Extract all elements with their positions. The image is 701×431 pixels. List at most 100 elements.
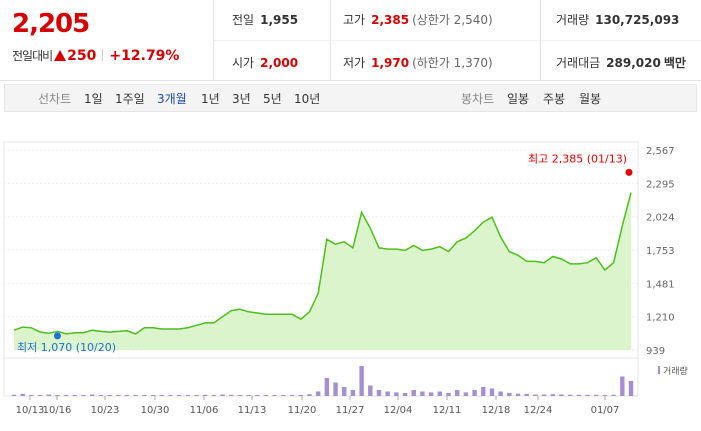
volume-bar [602,395,608,396]
volume-bar [63,395,69,396]
volume-bar [298,395,303,396]
x-tick-label: 12/04 [384,405,413,416]
volume-bar [211,395,217,396]
volume-bar [628,381,634,396]
volume-bar [255,395,260,396]
tab-1week[interactable]: 1주일 [115,92,145,106]
volume-bar [133,395,138,396]
volume-bar [229,394,234,396]
volume-bar [289,395,295,396]
stat-volume: 거래량 130,725,093 [556,11,679,28]
y-tick-label: 2,567 [646,146,675,157]
volume-bar [55,395,60,396]
volume-bar [576,394,582,396]
volume-bar [98,395,104,396]
volume-bar [515,393,521,396]
volume-bar [402,393,408,396]
y-tick-label: 939 [646,346,665,357]
y-tick-label: 1,210 [646,313,675,324]
x-tick-label: 10/16 [43,405,72,416]
lower-limit: (하한가 1,370) [412,56,493,70]
volume-bar [263,395,269,396]
volume-bar [454,390,460,396]
tab-1day[interactable]: 1일 [84,92,103,106]
volume-bar [159,395,164,396]
volume-bar [559,394,564,396]
line-chart-label: 선차트 [38,92,72,106]
x-tick-label: 11/13 [238,405,267,416]
tab-weekly-candle[interactable]: 주봉 [543,92,566,106]
volume-bar [376,390,382,396]
stat-label: 저가 [343,56,366,70]
volume-bar [46,394,51,396]
volume-bar [585,394,590,396]
stat-value: 1,955 [260,13,299,27]
volume-bar [550,394,555,396]
volume-bar [342,387,347,396]
change-value: 250 [67,48,97,64]
tab-daily-candle[interactable]: 일봉 [507,92,530,106]
price-area [14,192,631,350]
volume-bar [116,395,121,396]
plot-frame [3,141,639,397]
volume-bar [411,390,416,396]
stat-label: 고가 [343,13,366,27]
volume-bar [168,395,173,396]
volume-bar [481,387,486,396]
upper-limit: (상한가 2,540) [412,13,493,27]
x-tick-label: 10/23 [91,405,120,416]
volume-bar [507,393,512,396]
tab-1year[interactable]: 1년 [201,92,220,106]
volume-bar [567,394,573,396]
volume-label: 거래량 [663,365,688,377]
stat-value: 130,725,093 [595,13,680,27]
volume-bar [72,395,78,396]
volume-bar [524,393,529,396]
x-tick-label: 10/30 [141,405,170,416]
divider [102,49,104,61]
volume-bar [194,395,199,396]
volume-bar [20,393,25,396]
tab-3month[interactable]: 3개월 [157,92,187,106]
volume-bar [29,395,34,396]
x-tick-label: 11/20 [288,405,317,416]
volume-bar [37,395,43,396]
volume-bar [533,394,538,396]
volume-bar [498,391,503,396]
volume-legend-swatch [658,366,660,374]
stat-value: 2,000 [260,56,299,70]
tab-monthly-candle[interactable]: 월봉 [579,92,602,106]
volume-bar [350,390,356,396]
volume-bar [437,391,443,396]
col-divider [540,0,541,80]
chart-period-tabs: 선차트 1일 1주일 3개월 1년 3년 5년 10년 봉차트 일봉 주봉 월봉 [4,84,697,112]
volume-bar [611,394,616,396]
stat-label: 거래량 [556,13,590,27]
volume-bar [185,395,191,396]
stock-quote-panel: 2,205 전일대비 250 +12.79% 전일 1,955 시가 2,000 고가 2… [0,0,701,81]
x-tick-label: 12/24 [524,405,553,416]
tab-10year[interactable]: 10년 [294,92,321,106]
volume-bar [272,395,277,396]
stat-label: 거래대금 [556,56,601,70]
price-line [13,192,632,335]
volume-bar [307,394,312,396]
stat-high: 고가 2,385 (상한가 2,540) [343,11,493,28]
volume-bar [90,394,95,396]
y-tick-label: 1,481 [646,279,675,290]
x-tick-label: 11/27 [336,405,365,416]
tab-3year[interactable]: 3년 [232,92,251,106]
volume-bar [594,394,599,396]
stat-unit: 백만 [663,56,686,70]
volume-bar [11,394,17,396]
volume-bar [246,395,251,396]
volume-bar [324,378,330,396]
y-tick-label: 2,024 [646,213,675,224]
stat-prev-close: 전일 1,955 [232,11,298,28]
y-tick-label: 2,295 [646,179,675,190]
stat-value: 2,385 [371,13,410,27]
stat-trade-value: 거래대금 289,020 백만 [556,54,686,71]
volume-bar [359,366,364,396]
tab-5year[interactable]: 5년 [263,92,282,106]
stat-label: 전일 [232,13,255,27]
